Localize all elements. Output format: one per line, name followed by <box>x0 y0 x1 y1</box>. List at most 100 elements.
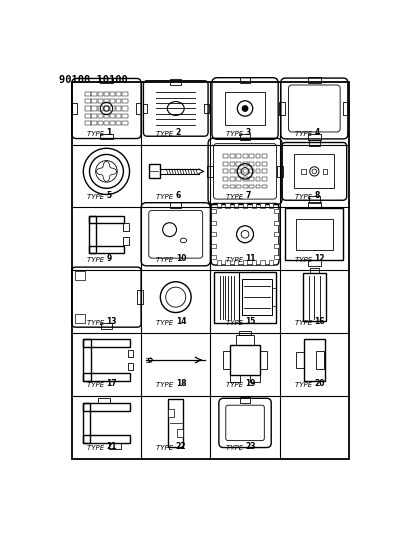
Bar <box>91 99 97 103</box>
Bar <box>230 375 240 382</box>
Bar <box>230 177 234 181</box>
Bar <box>308 203 320 208</box>
Text: 19: 19 <box>245 379 256 389</box>
Bar <box>104 92 109 96</box>
Bar <box>104 99 109 103</box>
Bar <box>243 162 247 166</box>
Bar <box>123 223 129 231</box>
Bar <box>72 103 77 114</box>
Bar <box>225 92 265 125</box>
Bar <box>83 403 130 410</box>
Bar <box>211 221 216 225</box>
Bar <box>260 203 265 208</box>
Text: TYPE: TYPE <box>226 382 245 389</box>
Bar <box>100 78 113 84</box>
Bar <box>116 121 121 125</box>
Text: 23: 23 <box>245 442 256 451</box>
Bar <box>83 403 90 443</box>
Bar <box>84 339 130 347</box>
Bar <box>251 375 260 382</box>
Bar <box>225 261 230 265</box>
Bar <box>85 121 91 125</box>
Bar <box>116 99 121 103</box>
Text: TYPE: TYPE <box>226 131 245 137</box>
Bar <box>249 169 254 173</box>
Bar <box>214 272 276 322</box>
Bar <box>204 104 209 113</box>
Text: TYPE: TYPE <box>156 131 176 137</box>
Bar <box>236 155 241 158</box>
Bar <box>84 373 130 381</box>
Bar <box>85 92 91 96</box>
Bar <box>309 140 320 147</box>
Text: 21: 21 <box>106 442 117 451</box>
Bar <box>242 279 272 315</box>
Bar <box>75 314 85 324</box>
Bar <box>252 203 256 208</box>
Bar <box>91 107 97 111</box>
Bar <box>98 107 103 111</box>
Bar <box>225 203 230 208</box>
Text: 22: 22 <box>176 442 186 451</box>
Bar <box>85 107 91 111</box>
Bar <box>260 351 268 369</box>
Bar <box>316 351 323 369</box>
Bar <box>122 99 128 103</box>
Bar <box>240 397 251 403</box>
Text: 90108 10100: 90108 10100 <box>59 75 128 85</box>
Text: 20: 20 <box>314 379 325 389</box>
Text: TYPE: TYPE <box>226 256 245 263</box>
Bar <box>211 232 216 236</box>
Bar <box>323 169 327 174</box>
Bar <box>272 288 276 306</box>
Bar <box>143 104 147 113</box>
Bar <box>296 219 333 249</box>
Bar <box>98 121 103 125</box>
Text: TYPE: TYPE <box>156 256 176 263</box>
Bar <box>249 184 254 188</box>
Bar <box>110 114 115 118</box>
Bar <box>256 184 260 188</box>
Bar <box>89 246 124 253</box>
Text: 11: 11 <box>245 254 256 263</box>
Bar <box>296 352 303 368</box>
Bar <box>236 169 241 173</box>
Bar <box>110 121 115 125</box>
Bar <box>110 107 115 111</box>
Text: 18: 18 <box>176 379 186 389</box>
Bar <box>122 107 128 111</box>
Bar <box>303 339 325 381</box>
Bar <box>128 350 134 357</box>
Bar <box>243 177 247 181</box>
Bar <box>91 114 97 118</box>
Bar <box>211 244 216 248</box>
Text: TYPE: TYPE <box>295 319 314 326</box>
Bar <box>136 103 141 114</box>
Text: 6: 6 <box>176 191 181 200</box>
Bar <box>110 99 115 103</box>
Bar <box>83 435 130 443</box>
Bar <box>234 261 238 265</box>
Bar <box>274 209 279 213</box>
Bar <box>239 331 251 335</box>
Bar <box>122 121 128 125</box>
Text: TYPE: TYPE <box>156 193 176 200</box>
Text: 8: 8 <box>314 191 320 200</box>
Bar <box>101 324 112 329</box>
Bar <box>149 165 160 179</box>
Bar <box>243 203 247 208</box>
Bar <box>91 92 97 96</box>
Text: TYPE: TYPE <box>87 193 106 200</box>
Text: TYPE: TYPE <box>87 256 106 263</box>
Bar <box>84 339 91 381</box>
Bar <box>230 345 260 375</box>
Text: TYPE: TYPE <box>156 382 176 389</box>
Bar <box>168 399 184 447</box>
Bar <box>104 107 109 111</box>
Bar <box>116 107 121 111</box>
Bar <box>230 184 234 188</box>
Circle shape <box>242 106 248 111</box>
Text: 17: 17 <box>106 379 117 389</box>
Bar <box>236 184 241 188</box>
Bar <box>110 92 115 96</box>
